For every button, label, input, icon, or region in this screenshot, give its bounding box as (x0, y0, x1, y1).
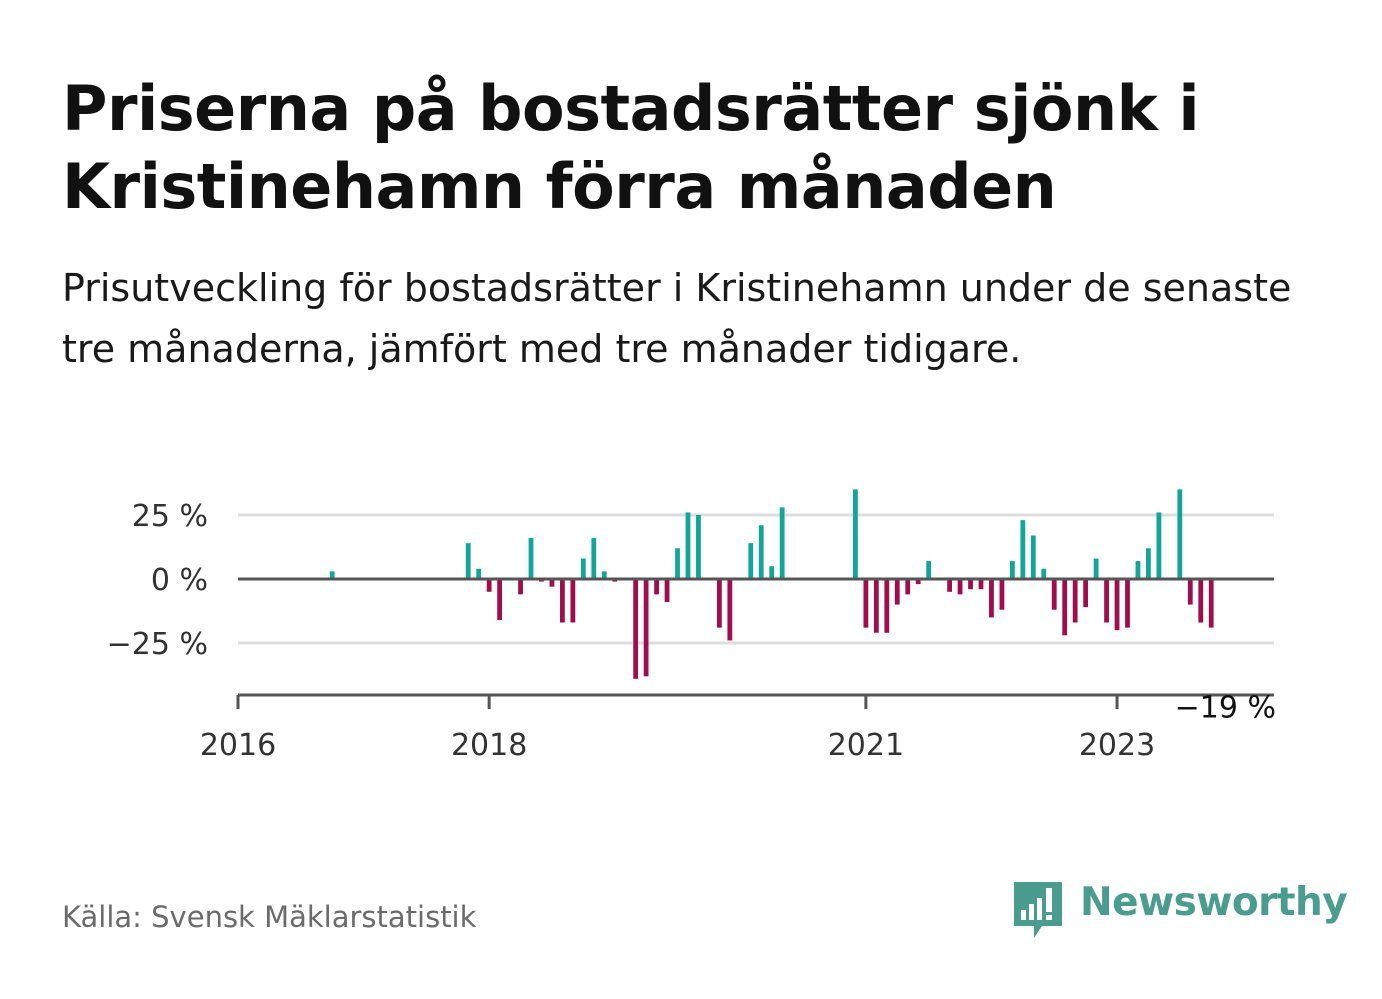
bar (1104, 579, 1109, 623)
x-tick-label: 2018 (451, 728, 527, 763)
bar (947, 579, 952, 592)
bar (915, 579, 921, 585)
bar (685, 512, 691, 579)
bar (926, 561, 932, 579)
bar (716, 579, 722, 628)
chart-title: Priserna på bostadsrätter sjönk i Kristi… (62, 72, 1200, 223)
x-tick-label: 2021 (828, 728, 904, 763)
bar (758, 525, 764, 579)
bar (1020, 520, 1026, 579)
y-tick-label: 25 % (132, 499, 208, 534)
y-tick-label: −25 % (107, 627, 208, 662)
bar (497, 579, 503, 620)
bar (570, 579, 576, 623)
bar (727, 579, 733, 641)
bar (863, 579, 869, 628)
brand-name: Newsworthy (1080, 880, 1348, 925)
bar (1114, 579, 1120, 631)
bar (873, 579, 879, 633)
bar (748, 543, 754, 579)
bar (1041, 568, 1047, 579)
bar (591, 538, 597, 579)
bar (664, 579, 670, 603)
bar (528, 538, 534, 579)
x-axis-ticks: 2016 2018 2021 2023 (200, 695, 1155, 763)
bar (1030, 535, 1036, 579)
bar (654, 579, 659, 595)
gridlines (238, 513, 1274, 645)
bar (957, 579, 963, 595)
bar (1146, 548, 1151, 579)
bar (486, 579, 492, 592)
bar (633, 579, 639, 679)
bar (894, 579, 900, 605)
y-tick-label: 0 % (151, 563, 208, 598)
bar (1093, 558, 1099, 579)
bar (779, 507, 785, 579)
bar (1083, 579, 1089, 608)
bars (329, 489, 1214, 679)
bar (999, 579, 1005, 610)
bar (601, 571, 607, 579)
bar (905, 579, 911, 595)
x-tick-label: 2016 (200, 728, 276, 763)
bar (1156, 512, 1162, 579)
bar (968, 579, 973, 590)
bar (518, 579, 523, 595)
bar (549, 579, 555, 587)
bar (1198, 579, 1204, 623)
bar (329, 571, 335, 579)
y-axis-labels: 25 % 0 % −25 % (107, 499, 208, 662)
bar (1177, 489, 1183, 579)
bar (580, 558, 586, 579)
bar (1062, 579, 1068, 636)
bar (560, 579, 565, 623)
bar (1187, 579, 1193, 605)
bar (769, 566, 775, 579)
bar (853, 489, 858, 579)
bar (465, 543, 471, 579)
source-note: Källa: Svensk Mäklarstatistik (62, 900, 477, 934)
bar (675, 548, 680, 579)
bar (1072, 579, 1078, 623)
bar (1125, 579, 1130, 628)
chart-subtitle: Prisutveckling för bostadsrätter i Krist… (62, 266, 1292, 371)
bar (989, 579, 994, 618)
bar (476, 568, 482, 579)
bar (978, 579, 984, 590)
bar (1208, 579, 1214, 628)
bar (884, 579, 890, 633)
bar (643, 579, 649, 677)
newsworthy-logo-icon (1014, 882, 1062, 938)
bar (1009, 561, 1015, 579)
bar-chart: 25 % 0 % −25 % 2016 2018 2021 2023 −19 % (107, 489, 1276, 763)
bar (696, 515, 701, 579)
x-tick-label: 2023 (1079, 728, 1155, 763)
bar (1135, 561, 1141, 579)
last-value-annotation: −19 % (1175, 691, 1276, 726)
bar (1051, 579, 1057, 610)
